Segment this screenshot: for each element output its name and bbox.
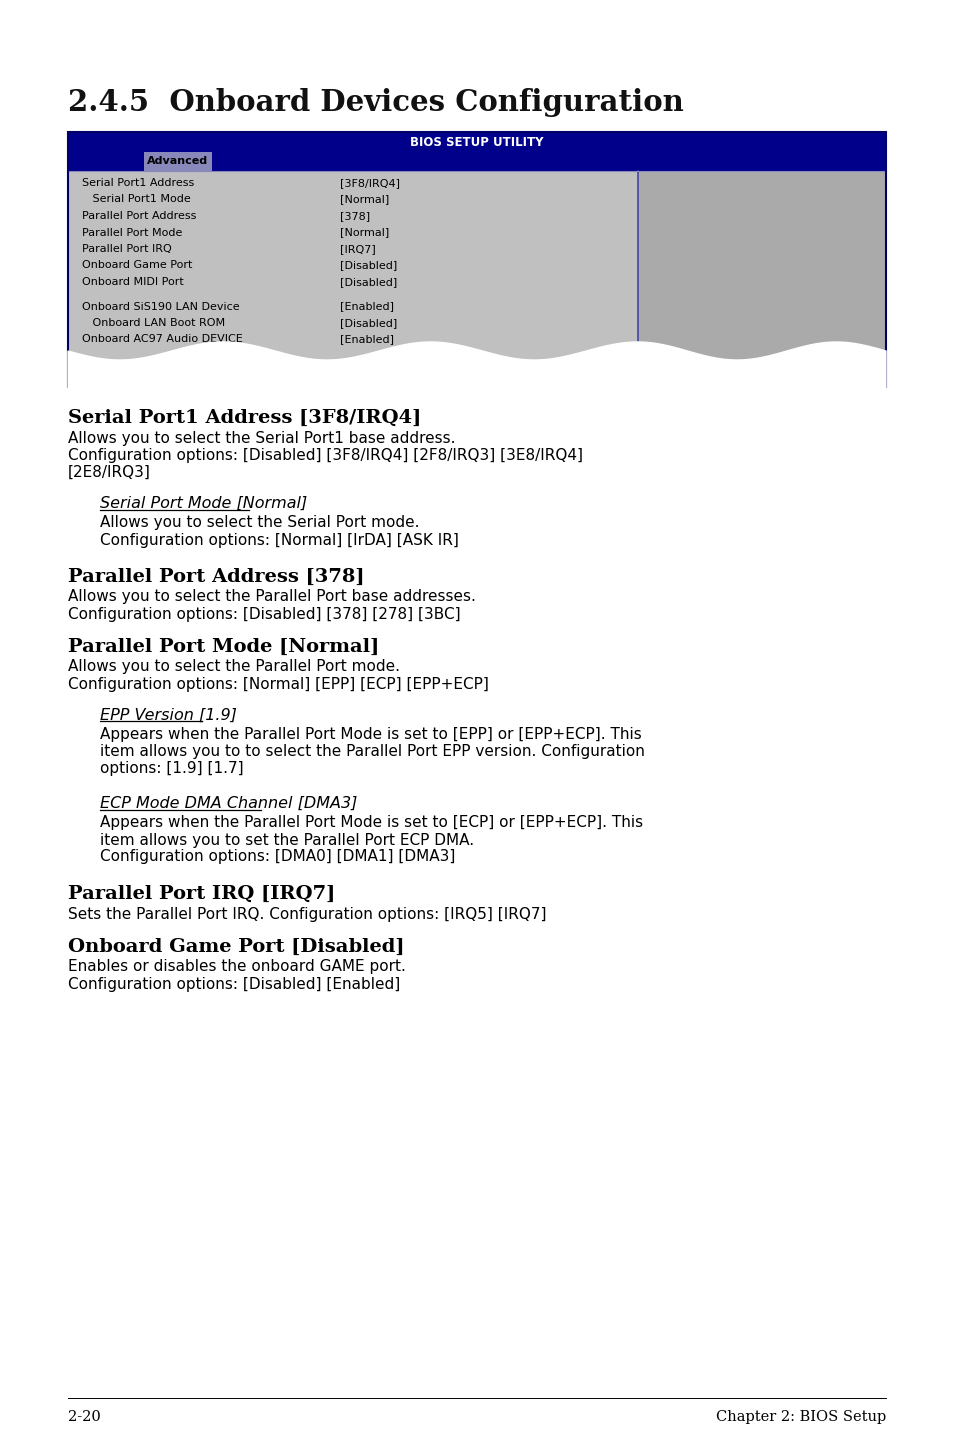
Text: [Normal]: [Normal] <box>339 194 389 204</box>
Text: Configuration options: [Normal] [EPP] [ECP] [EPP+ECP]: Configuration options: [Normal] [EPP] [E… <box>68 676 488 692</box>
Text: Parallel Port Address [378]: Parallel Port Address [378] <box>68 568 364 585</box>
Text: 2-20: 2-20 <box>68 1411 101 1424</box>
Text: [Normal]: [Normal] <box>339 227 389 237</box>
Text: options: [1.9] [1.7]: options: [1.9] [1.7] <box>100 761 243 777</box>
Text: [Enabled]: [Enabled] <box>339 302 394 312</box>
Text: Parallel Port IRQ [IRQ7]: Parallel Port IRQ [IRQ7] <box>68 884 335 903</box>
Text: Configuration options: [DMA0] [DMA1] [DMA3]: Configuration options: [DMA0] [DMA1] [DM… <box>100 850 455 864</box>
Text: Sets the Parallel Port IRQ. Configuration options: [IRQ5] [IRQ7]: Sets the Parallel Port IRQ. Configuratio… <box>68 906 546 922</box>
Text: [Enabled]: [Enabled] <box>339 335 394 345</box>
Text: Serial Port1 Address [3F8/IRQ4]: Serial Port1 Address [3F8/IRQ4] <box>68 408 421 427</box>
Text: Appears when the Parallel Port Mode is set to [ECP] or [EPP+ECP]. This: Appears when the Parallel Port Mode is s… <box>100 815 642 831</box>
Text: [Disabled]: [Disabled] <box>339 318 396 328</box>
Bar <box>68 132 885 152</box>
Text: ECP Mode DMA Channel [DMA3]: ECP Mode DMA Channel [DMA3] <box>100 797 357 811</box>
Text: Onboard Game Port [Disabled]: Onboard Game Port [Disabled] <box>68 938 404 955</box>
Text: EPP Version [1.9]: EPP Version [1.9] <box>100 707 236 722</box>
Text: BIOS SETUP UTILITY: BIOS SETUP UTILITY <box>410 135 543 148</box>
Text: Chapter 2: BIOS Setup: Chapter 2: BIOS Setup <box>715 1411 885 1424</box>
Text: Configuration options: [Disabled] [378] [278] [3BC]: Configuration options: [Disabled] [378] … <box>68 607 460 621</box>
Text: item allows you to set the Parallel Port ECP DMA.: item allows you to set the Parallel Port… <box>100 833 474 847</box>
Text: Advanced: Advanced <box>148 157 209 167</box>
Text: Parallel Port Address: Parallel Port Address <box>82 211 196 221</box>
Text: Parallel Port IRQ: Parallel Port IRQ <box>82 244 172 255</box>
Text: Serial Port1 Mode: Serial Port1 Mode <box>82 194 191 204</box>
Text: Parallel Port Mode [Normal]: Parallel Port Mode [Normal] <box>68 637 379 656</box>
Bar <box>638 171 885 387</box>
Bar <box>144 152 212 171</box>
Text: Serial Port1 Address: Serial Port1 Address <box>82 178 194 188</box>
Text: [3F8/IRQ4]: [3F8/IRQ4] <box>339 178 399 188</box>
Bar <box>68 171 638 387</box>
Polygon shape <box>638 342 885 390</box>
Text: Serial Port Mode [Normal]: Serial Port Mode [Normal] <box>100 496 307 510</box>
Text: Appears when the Parallel Port Mode is set to [EPP] or [EPP+ECP]. This: Appears when the Parallel Port Mode is s… <box>100 728 641 742</box>
Text: Onboard SiS190 LAN Device: Onboard SiS190 LAN Device <box>82 302 239 312</box>
Text: Onboard Game Port: Onboard Game Port <box>82 260 193 270</box>
Text: Allows you to select the Parallel Port base addresses.: Allows you to select the Parallel Port b… <box>68 590 476 604</box>
Text: 2.4.5  Onboard Devices Configuration: 2.4.5 Onboard Devices Configuration <box>68 88 683 116</box>
Bar <box>68 132 885 387</box>
Text: Allows you to select the Parallel Port mode.: Allows you to select the Parallel Port m… <box>68 660 399 674</box>
Text: Onboard AC97 Audio DEVICE: Onboard AC97 Audio DEVICE <box>82 335 242 345</box>
Text: Onboard MIDI Port: Onboard MIDI Port <box>82 278 184 288</box>
Polygon shape <box>68 342 638 390</box>
Text: Parallel Port Mode: Parallel Port Mode <box>82 227 182 237</box>
Text: [2E8/IRQ3]: [2E8/IRQ3] <box>68 464 151 480</box>
Text: Onboard LAN Boot ROM: Onboard LAN Boot ROM <box>82 318 225 328</box>
Text: Allows you to select the Serial Port mode.: Allows you to select the Serial Port mod… <box>100 515 419 531</box>
Text: Configuration options: [Disabled] [3F8/IRQ4] [2F8/IRQ3] [3E8/IRQ4]: Configuration options: [Disabled] [3F8/I… <box>68 449 582 463</box>
Text: Configuration options: [Disabled] [Enabled]: Configuration options: [Disabled] [Enabl… <box>68 976 400 991</box>
Text: [Disabled]: [Disabled] <box>339 260 396 270</box>
Text: Configuration options: [Normal] [IrDA] [ASK IR]: Configuration options: [Normal] [IrDA] [… <box>100 532 458 548</box>
Text: [IRQ7]: [IRQ7] <box>339 244 375 255</box>
Text: item allows you to to select the Parallel Port EPP version. Configuration: item allows you to to select the Paralle… <box>100 743 644 759</box>
Text: Enables or disables the onboard GAME port.: Enables or disables the onboard GAME por… <box>68 959 405 975</box>
Text: [Disabled]: [Disabled] <box>339 278 396 288</box>
Bar <box>68 152 885 171</box>
Text: Allows you to select the Serial Port1 base address.: Allows you to select the Serial Port1 ba… <box>68 431 455 446</box>
Text: [378]: [378] <box>339 211 370 221</box>
